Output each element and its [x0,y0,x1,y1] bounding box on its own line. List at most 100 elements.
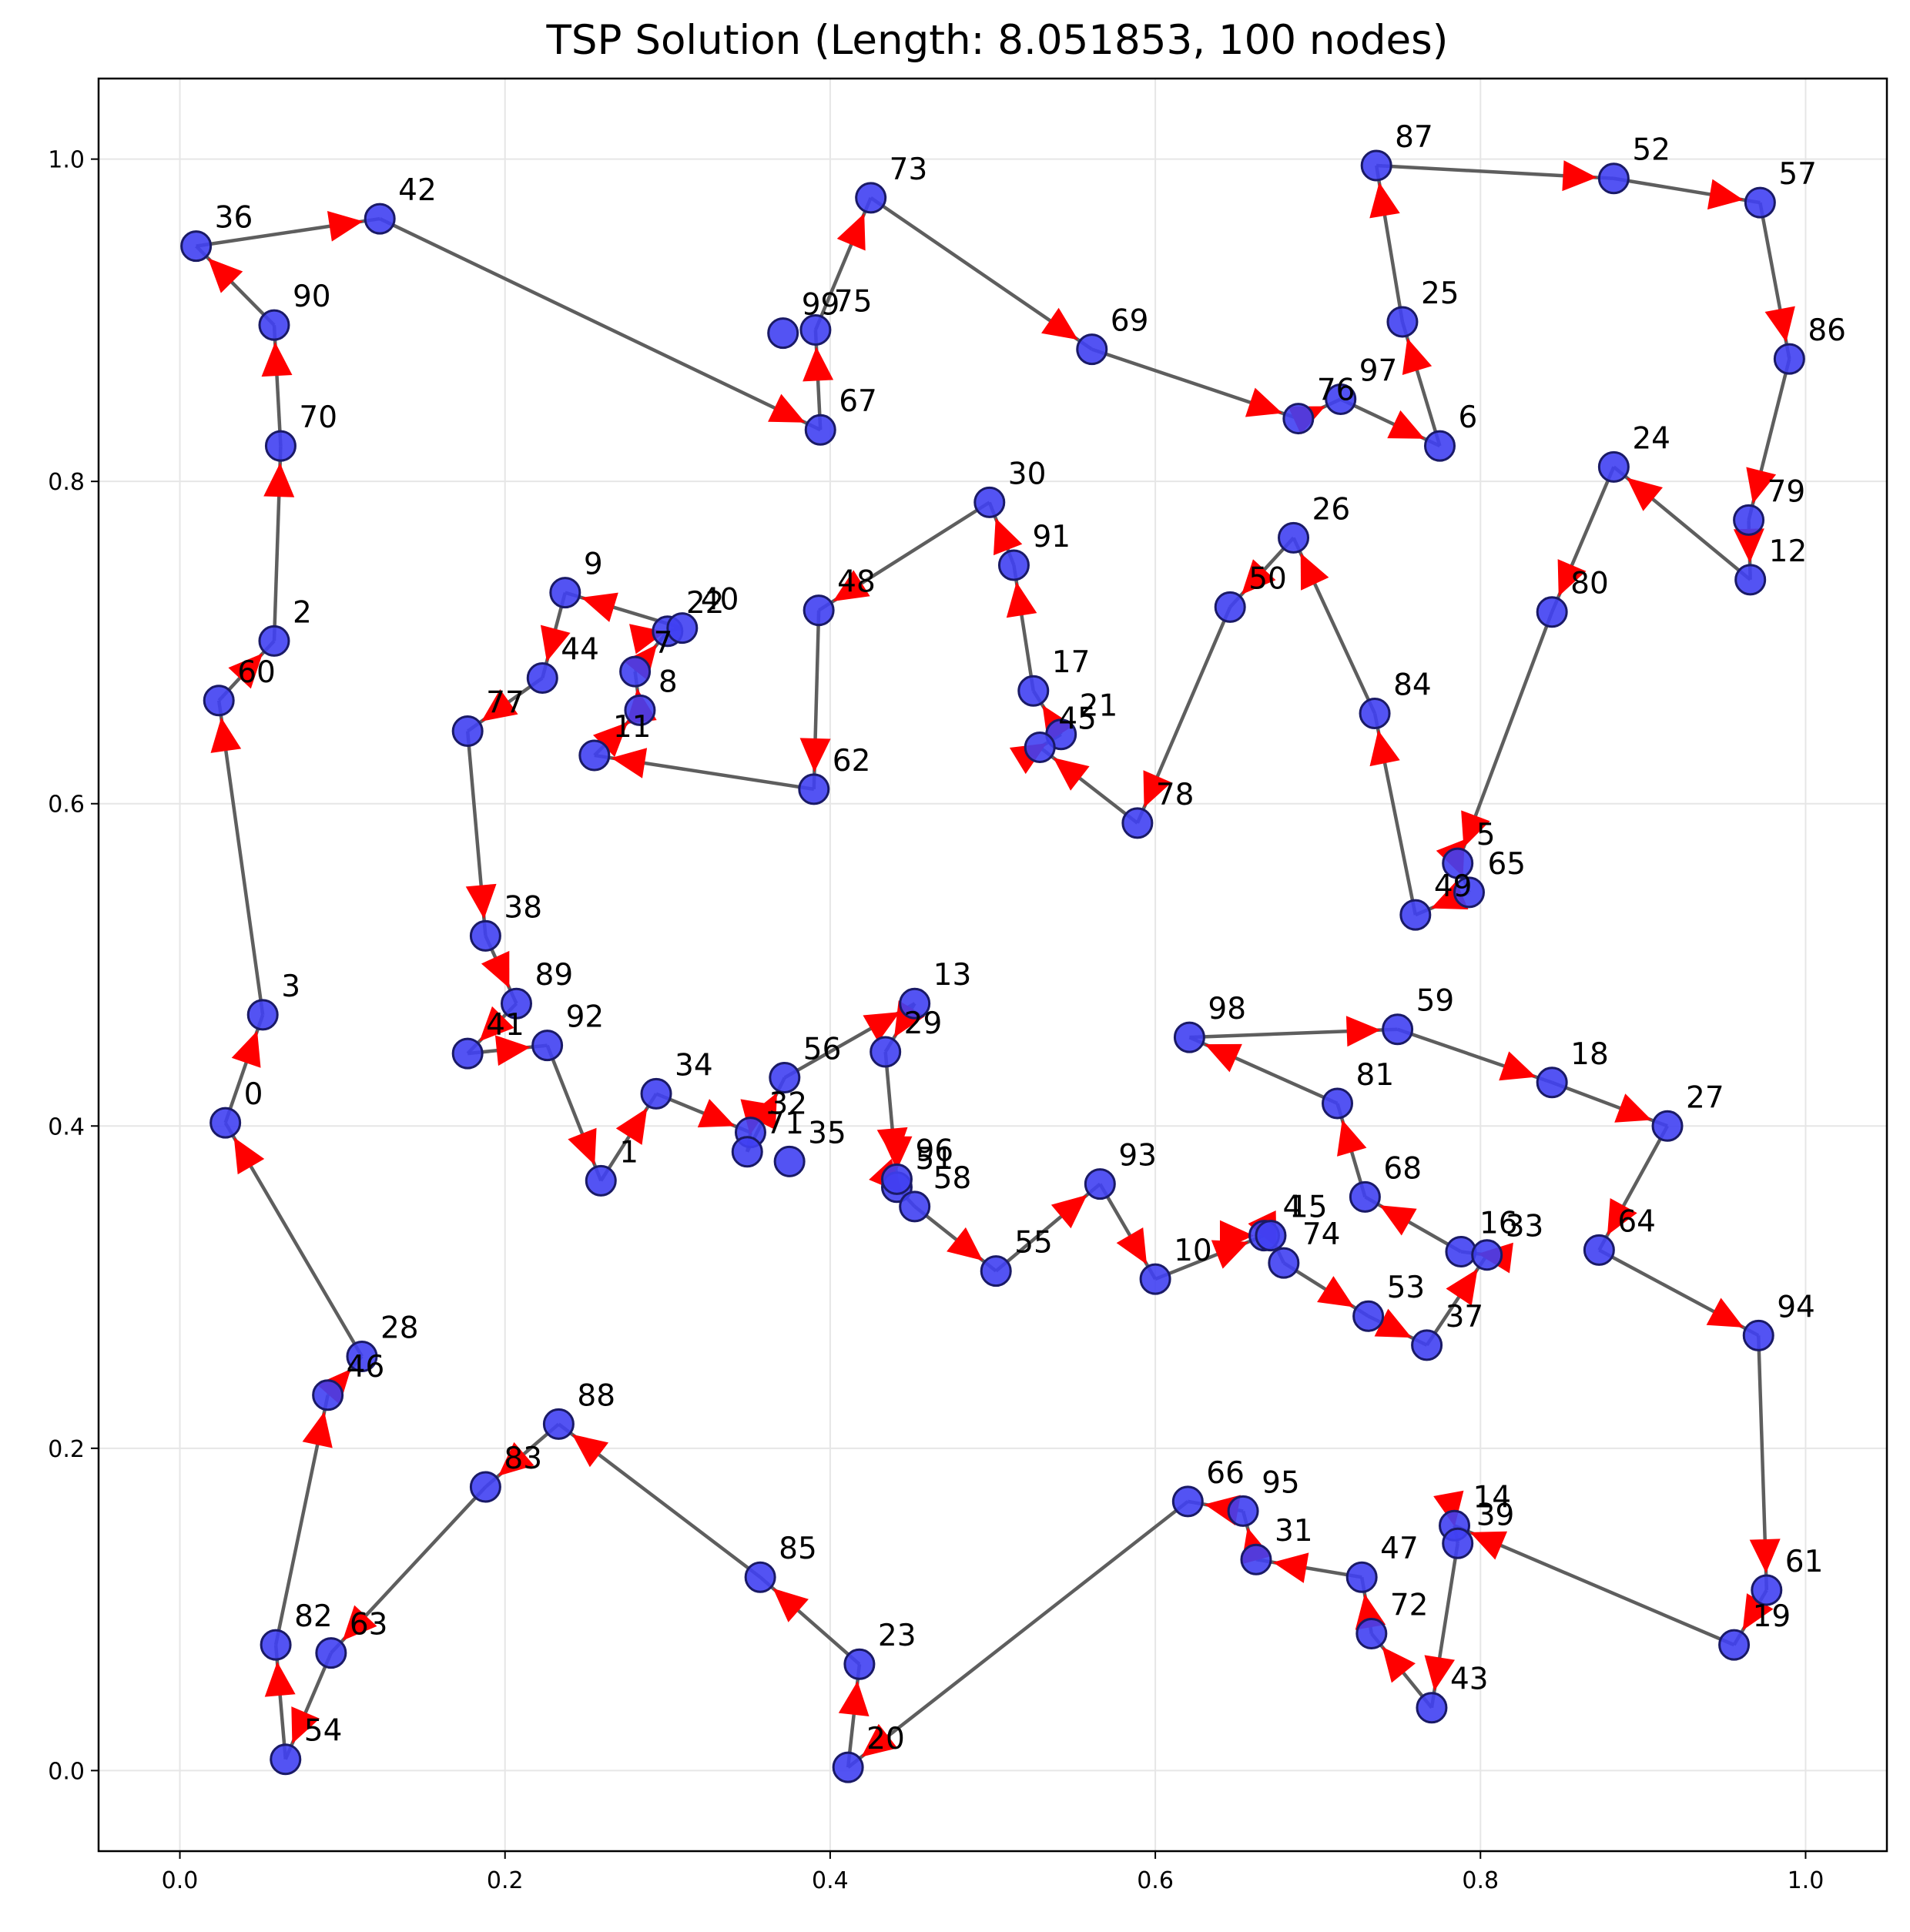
node-label: 34 [675,1048,713,1083]
direction-arrow [233,1137,265,1175]
node-label: 77 [486,686,524,721]
node-label: 67 [839,384,877,419]
tour-node [744,1561,776,1593]
node-label: 51 [915,1142,953,1177]
tour-node [549,577,581,609]
tour-node [1597,162,1630,195]
tour-node [798,773,830,805]
direction-arrow [264,1662,296,1697]
x-tick-label: 0.6 [1137,1867,1174,1894]
direction-arrow [1627,477,1663,511]
tour-node [270,1743,302,1776]
node-label: 63 [350,1608,388,1642]
node-label: 46 [347,1350,385,1385]
tour-node [997,549,1030,581]
node-label: 82 [294,1599,333,1634]
node-label: 13 [933,958,972,993]
node-label: 83 [504,1441,542,1476]
direction-arrow [481,689,518,722]
node-label: 30 [1008,457,1047,491]
direction-arrow [748,1093,777,1130]
direction-arrow [1461,810,1490,848]
node-label: 85 [779,1532,817,1566]
axis-ticks: 0.0 0.2 0.4 0.6 0.8 1.0 0.0 0.2 0.4 0.6 0.8 1.0 [48,147,1824,1894]
direction-arrow [1053,757,1090,791]
node-label: 96 [915,1133,953,1168]
direction-arrow [327,211,364,242]
tour-node [1411,1329,1443,1361]
tour-node [1442,1527,1474,1559]
direction-arrow [1764,306,1795,343]
direction-arrow [836,213,866,251]
tour-node [469,1471,501,1503]
node-label: 48 [837,565,876,600]
tour-node [1442,847,1474,879]
direction-arrow [1706,1297,1744,1328]
tour-node [364,203,396,235]
tour-node [980,1255,1012,1287]
direction-arrow [1219,1220,1254,1251]
tour-node [1453,876,1485,909]
tour-node [1751,1574,1783,1606]
node-label: 86 [1808,313,1846,348]
direction-arrow [263,463,295,497]
node-label: 26 [1312,492,1351,527]
tour-node [203,685,235,717]
node-label: 1 [619,1135,638,1170]
tour-node [258,624,290,657]
direction-arrow [611,748,648,778]
direction-arrow [1205,1043,1242,1073]
node-label: 12 [1769,534,1808,569]
x-tick-label: 0.8 [1462,1867,1499,1894]
direction-arrow [1733,528,1764,563]
tour-node [799,313,832,346]
node-label: 80 [1570,567,1609,601]
tour-node [1445,1236,1477,1268]
direction-arrow [208,258,243,293]
direction-arrow [799,738,831,772]
node-label: 4 [1283,1190,1302,1225]
direction-arrow [861,1723,898,1757]
node-label: 99 [802,288,840,323]
direction-arrow [342,1605,377,1641]
node-label: 24 [1632,421,1670,456]
direction-arrow [1607,1197,1637,1236]
node-label: 29 [904,1006,943,1041]
tour-node [1171,1485,1204,1518]
node-label: 6 [1459,400,1478,435]
direction-arrow [1746,467,1777,504]
node-label: 91 [1032,520,1071,554]
node-label: 10 [1174,1234,1212,1268]
tour-node [260,1629,292,1661]
tour-node [832,1751,864,1783]
tour-node [1742,1319,1774,1351]
tour-node [1386,306,1419,338]
direction-arrow [1374,1308,1412,1338]
node-label: 58 [933,1161,972,1196]
node-label: 93 [1118,1139,1157,1174]
tour-node [899,987,931,1020]
direction-arrow [1369,182,1400,219]
node-label: 73 [890,152,928,187]
node-label: 49 [1434,869,1473,904]
direction-arrow [568,1127,597,1165]
node-label: 79 [1768,474,1806,509]
node-label: 72 [1390,1588,1429,1622]
tour-node [1214,591,1246,623]
direction-arrow [228,653,263,689]
direction-arrow [1446,1268,1478,1306]
tour-node [1278,521,1310,554]
node-label: 70 [299,400,337,435]
tour-node [1399,899,1432,931]
node-label: 0 [244,1077,263,1112]
node-label: 68 [1383,1151,1422,1186]
tour-nodes [180,149,1805,1783]
node-label: 61 [1785,1545,1824,1579]
node-label: 47 [1380,1532,1419,1566]
tour-node [973,486,1006,518]
node-label: 28 [380,1311,419,1346]
tour-node [578,739,611,772]
tour-node [1733,504,1765,536]
